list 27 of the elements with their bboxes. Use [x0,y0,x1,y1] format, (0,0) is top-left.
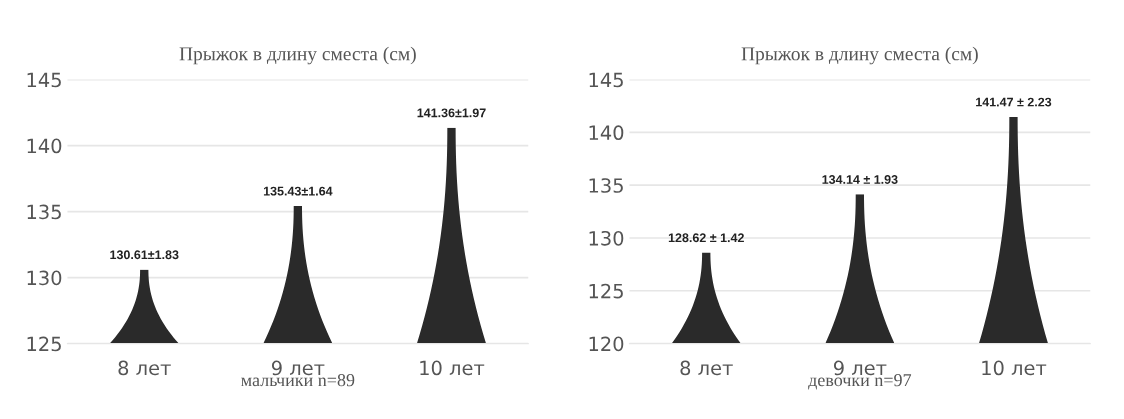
data-label: 128.62 ± 1.42 [668,233,744,243]
y-tick-label: 135 [27,204,61,220]
y-tick-label: 125 [27,336,61,352]
y-tick-label: 130 [27,270,62,286]
x-axis-title: мальчики n=89 [241,374,355,387]
data-label: 130.61±1.83 [110,250,179,260]
x-tick-label: 9 лет [833,360,887,376]
data-label: 134.14 ± 1.93 [822,175,898,184]
x-tick-label: 10 лет [420,360,485,376]
x-tick-label: 9 лет [271,360,325,376]
y-tick-label: 145 [27,72,61,88]
x-tick-label: 10 лет [982,360,1047,376]
data-label: 141.47 ± 2.23 [976,97,1052,107]
y-tick-label: 130 [589,230,624,246]
chart-title: Прыжок в длину сместа (см) [741,46,978,65]
y-tick-label: 135 [589,178,623,193]
y-tick-label: 120 [589,336,624,352]
x-axis-title: девочки n=97 [808,374,912,390]
data-label: 135.43±1.64 [263,186,333,196]
y-tick-label: 140 [27,138,62,154]
y-tick-label: 140 [589,125,624,141]
chart-title: Прыжок в длину сместа (см) [179,46,416,65]
y-tick-label: 145 [589,72,623,88]
x-tick-label: 8 лет [118,360,171,376]
y-tick-label: 125 [589,283,623,299]
data-label: 141.36±1.97 [417,108,486,118]
x-tick-label: 8 лет [680,360,733,376]
